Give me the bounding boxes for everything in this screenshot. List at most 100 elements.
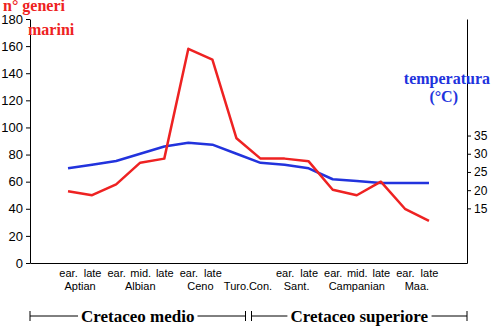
category-group-label: Con. xyxy=(249,280,272,292)
y-tick: 140 xyxy=(1,66,30,81)
x-tick: mid. xyxy=(347,263,368,279)
category-group-label: Albian xyxy=(125,280,156,292)
y-axis: 020406080100120140160180 xyxy=(1,12,30,271)
y2-axis-line xyxy=(467,20,468,264)
x-tick-label: ear. xyxy=(324,267,342,279)
period-label: Cretaceo medio xyxy=(81,307,194,326)
y-tick: 60 xyxy=(9,174,30,189)
y-tick: 0 xyxy=(16,256,30,271)
y-tick-label: 40 xyxy=(9,201,23,216)
y-tick-mark xyxy=(26,100,30,101)
x-tick-label: ear. xyxy=(396,267,414,279)
y-axis-title-line: n° generi xyxy=(3,0,66,15)
period-tick xyxy=(30,311,31,321)
category-group-label: Turo. xyxy=(224,280,249,292)
y-tick: 100 xyxy=(1,120,30,135)
x-tick-label: late xyxy=(84,267,102,279)
chart: 0204060801001201401601801520253035ear.la… xyxy=(0,0,493,332)
x-tick: ear. xyxy=(180,263,198,279)
x-tick-label: mid. xyxy=(130,267,151,279)
x-tick: ear. xyxy=(396,263,414,279)
x-tick-label: mid. xyxy=(347,267,368,279)
y2-tick: 30 xyxy=(467,147,488,161)
y2-axis-title-line: (°C) xyxy=(429,88,458,106)
y-tick-mark xyxy=(26,46,30,47)
period-tick xyxy=(251,311,252,321)
series-line xyxy=(68,49,429,221)
y2-axis-title-line: temperatura xyxy=(404,70,490,88)
category-group-label: Maa. xyxy=(405,280,429,292)
y-axis-title-line: marini xyxy=(28,21,75,38)
x-tick: late xyxy=(156,263,174,279)
y2-tick: 20 xyxy=(467,184,488,198)
y-tick-mark xyxy=(26,19,30,20)
y-tick-label: 120 xyxy=(1,93,23,108)
y2-tick: 35 xyxy=(467,129,488,143)
y2-tick-mark xyxy=(467,190,471,191)
y2-tick-mark xyxy=(467,172,471,173)
y-tick-label: 140 xyxy=(1,66,23,81)
y-tick-mark xyxy=(26,155,30,156)
x-tick: ear. xyxy=(107,263,125,279)
y2-tick: 25 xyxy=(467,165,488,179)
y-tick-mark xyxy=(26,127,30,128)
x-tick: late xyxy=(421,263,439,279)
y-tick-label: 100 xyxy=(1,120,23,135)
y-tick: 80 xyxy=(9,147,30,162)
y2-tick-label: 35 xyxy=(474,129,488,143)
y-axis-line xyxy=(30,20,31,264)
x-tick-label: ear. xyxy=(107,267,125,279)
x-tick-label: ear. xyxy=(276,267,294,279)
category-group-label: Campanian xyxy=(329,280,385,292)
x-tick-label: late xyxy=(156,267,174,279)
x-tick-label: ear. xyxy=(180,267,198,279)
y-tick-mark xyxy=(26,209,30,210)
x-tick: late xyxy=(372,263,390,279)
y2-tick-mark xyxy=(467,208,471,209)
y-tick-label: 20 xyxy=(9,229,23,244)
y-tick: 120 xyxy=(1,93,30,108)
y-tick-mark xyxy=(26,182,30,183)
y-tick-label: 60 xyxy=(9,174,23,189)
y-tick: 40 xyxy=(9,201,30,216)
y2-tick-label: 20 xyxy=(474,184,488,198)
y-axis-title: n° generi marini xyxy=(3,0,75,38)
category-group-label: Ceno xyxy=(187,280,213,292)
x-tick: ear. xyxy=(324,263,342,279)
x-tick-label: ear. xyxy=(59,267,77,279)
y-tick-label: 160 xyxy=(1,39,23,54)
x-tick-label: late xyxy=(372,267,390,279)
x-tick-label: late xyxy=(300,267,318,279)
category-group-label: Aptian xyxy=(64,280,95,292)
y2-axis: 15 20 25 30 35 xyxy=(467,20,488,264)
plot-area xyxy=(68,49,429,221)
x-tick: ear. xyxy=(59,263,77,279)
y-tick-mark xyxy=(26,263,30,264)
y2-tick-mark xyxy=(467,154,471,155)
y-tick-label: 0 xyxy=(16,256,23,271)
x-tick: mid. xyxy=(130,263,151,279)
x-tick: ear. xyxy=(276,263,294,279)
x-tick-label: late xyxy=(421,267,439,279)
period-tick xyxy=(467,311,468,321)
x-axis: ear. late ear. mid. late ear. late ear. late ear.… xyxy=(31,263,468,279)
period-tick xyxy=(245,311,246,321)
y-tick: 160 xyxy=(1,39,30,54)
period-label-bg xyxy=(287,307,431,326)
y-tick-mark xyxy=(26,236,30,237)
y2-tick-label: 30 xyxy=(474,147,488,161)
y-tick: 20 xyxy=(9,229,30,244)
y2-tick-label: 25 xyxy=(474,165,488,179)
y2-axis-title: temperatura(°C) xyxy=(404,70,490,106)
y-tick-mark xyxy=(26,73,30,74)
y2-tick: 15 xyxy=(467,202,488,216)
category-group-label: Sant. xyxy=(284,280,310,292)
x-tick: late xyxy=(204,263,222,279)
x-tick-label: late xyxy=(204,267,222,279)
x-axis-line xyxy=(31,263,468,264)
y-tick-label: 80 xyxy=(9,147,23,162)
period-label: Cretaceo superiore xyxy=(290,307,428,326)
y2-tick-label: 15 xyxy=(474,202,488,216)
x-tick: late xyxy=(300,263,318,279)
period-label-bg xyxy=(78,307,197,326)
